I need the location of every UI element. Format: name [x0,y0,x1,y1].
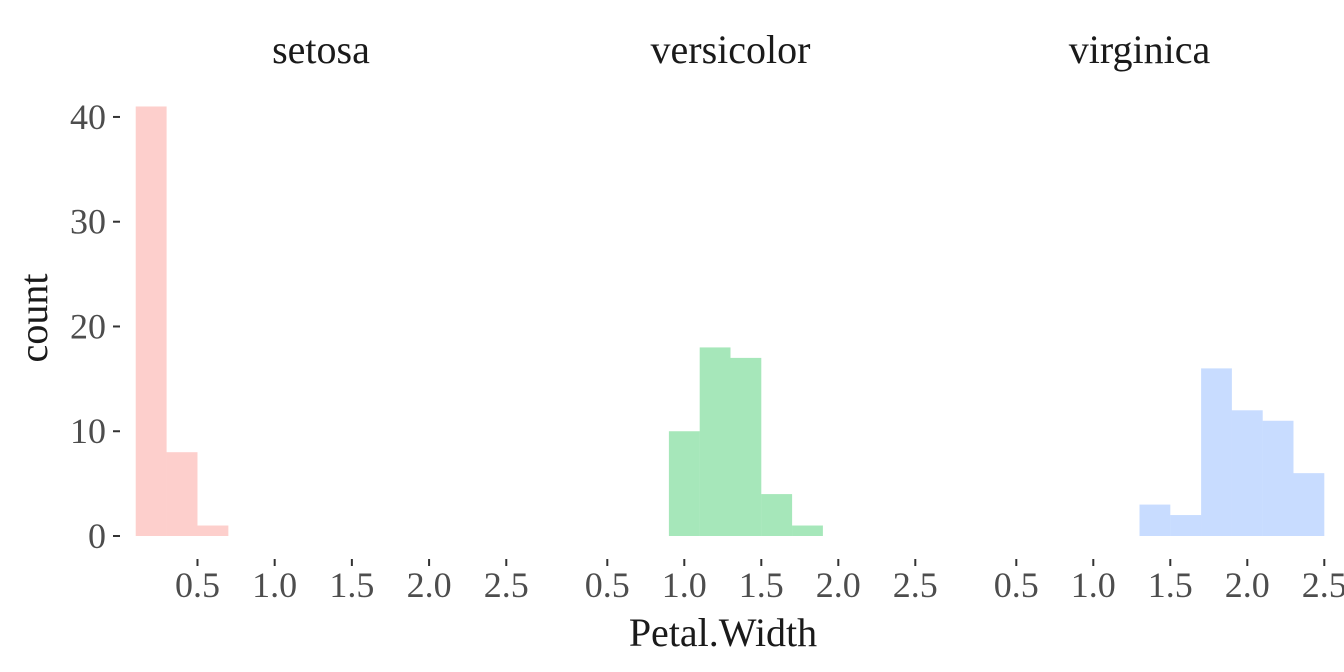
x-tick-label: 2.5 [484,565,529,605]
histogram-bar [1201,368,1232,536]
facet-title: setosa [272,27,370,72]
histogram-bar [1170,515,1202,536]
histogram-bar [135,106,167,536]
x-tick-label: 1.5 [1148,565,1193,605]
x-tick-label: 1.0 [252,565,297,605]
histogram-bar [166,452,198,536]
facet-title: versicolor [651,27,811,72]
x-tick-label: 0.5 [175,565,220,605]
x-tick-label: 2.0 [816,565,861,605]
x-tick-label: 0.5 [585,565,630,605]
x-tick-label: 1.0 [1071,565,1116,605]
x-axis-title: Petal.Width [629,610,817,655]
facet-virginica: virginica 0.5 1.0 1.5 2.0 2.5 [994,27,1344,605]
y-tick-label: 20 [70,306,106,346]
x-tick-label: 0.5 [994,565,1039,605]
y-tick-label: 40 [70,97,106,137]
y-tick-label: 30 [70,202,106,242]
histogram-bar [197,525,229,536]
histogram-bar [761,494,793,536]
y-axis-title: count [11,274,56,363]
x-tick-label: 2.0 [1225,565,1270,605]
facet-title: virginica [1069,27,1211,72]
y-axis: 0 10 20 30 40 [70,97,120,556]
facet-setosa: setosa 0.5 1.0 1.5 2.0 2.5 [135,27,529,605]
x-tick-label: 2.0 [407,565,452,605]
y-tick-label: 0 [88,516,106,556]
histogram-bar [699,347,731,536]
x-tick-label: 1.0 [662,565,707,605]
histogram-bar [1293,473,1325,536]
histogram-bar [1262,420,1294,536]
y-tick-label: 10 [70,411,106,451]
histogram-bar [1231,410,1263,536]
x-tick-label: 2.5 [1302,565,1344,605]
x-tick-label: 1.5 [329,565,374,605]
histogram-bar [730,357,762,536]
histogram-bar [668,431,700,536]
x-tick-label: 2.5 [893,565,938,605]
facet-versicolor: versicolor 0.5 1.0 1.5 2.0 2.5 [585,27,938,605]
histogram-bar [792,525,823,536]
histogram-bar [1139,504,1171,536]
facet-panels: setosa 0.5 1.0 1.5 2.0 2.5 versicolor 0.5 1.0 1.5… [135,27,1344,605]
x-tick-label: 1.5 [739,565,784,605]
